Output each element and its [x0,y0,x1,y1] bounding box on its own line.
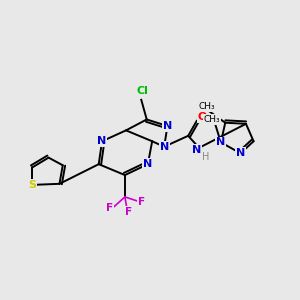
Text: N: N [192,145,202,155]
Text: O: O [198,112,207,122]
Text: N: N [163,121,172,131]
Text: CH₃: CH₃ [198,102,215,111]
Text: F: F [124,207,132,217]
Text: N: N [143,159,152,169]
Text: N: N [216,137,226,147]
Text: H: H [202,152,209,161]
Text: N: N [236,148,245,158]
Text: F: F [106,203,113,213]
Text: N: N [98,136,106,146]
Text: N: N [160,142,169,152]
Text: CH₃: CH₃ [204,115,220,124]
Text: Cl: Cl [136,86,148,96]
Text: S: S [28,180,36,190]
Text: F: F [138,197,145,207]
